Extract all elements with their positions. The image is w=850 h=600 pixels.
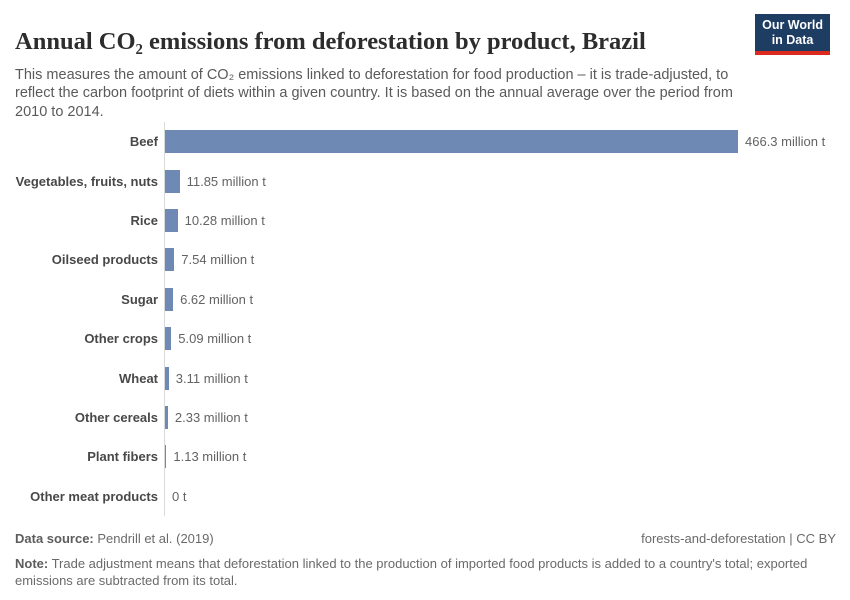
category-label: Beef xyxy=(129,134,158,150)
table-row: Other crops 5.09 million t xyxy=(15,318,836,359)
table-row: Sugar 6.62 million t xyxy=(15,279,836,319)
category-label: Sugar xyxy=(121,291,158,307)
bar-track: 5.09 million t xyxy=(164,318,836,359)
note-text: Trade adjustment means that deforestatio… xyxy=(15,556,808,588)
bar xyxy=(165,169,180,193)
note-label: Note: xyxy=(15,556,49,571)
chart-footer: Data source: Pendrill et al. (2019) fore… xyxy=(15,531,836,589)
bar-track: 10.28 million t xyxy=(164,200,836,241)
category-label: Rice xyxy=(130,212,158,228)
table-row: Plant fibers 1.13 million t xyxy=(15,437,836,477)
table-row: Vegetables, fruits, nuts 11.85 million t xyxy=(15,161,836,201)
table-row: Rice 10.28 million t xyxy=(15,200,836,241)
page-title: Annual CO₂ emissions from deforestation … xyxy=(15,28,646,56)
chart-subtitle: This measures the amount of CO₂ emission… xyxy=(15,66,733,120)
bar-track: 11.85 million t xyxy=(164,161,836,201)
bar-track: 466.3 million t xyxy=(164,122,836,162)
value-label: 3.11 million t xyxy=(175,370,248,386)
bar-track: 2.33 million t xyxy=(164,397,836,438)
bar xyxy=(165,208,178,232)
bar xyxy=(165,366,169,390)
bar-track: 3.11 million t xyxy=(164,358,836,398)
value-label: 1.13 million t xyxy=(173,449,247,465)
value-label: 11.85 million t xyxy=(186,173,266,189)
bar xyxy=(165,327,172,351)
category-label: Other crops xyxy=(84,331,158,347)
value-label: 6.62 million t xyxy=(180,291,254,307)
data-source-label: Data source: xyxy=(15,531,94,546)
data-source-value: Pendrill et al. (2019) xyxy=(93,531,214,546)
value-label: 0 t xyxy=(172,488,187,504)
bar-track: 0 t xyxy=(164,476,836,516)
category-label: Wheat xyxy=(119,370,158,386)
bar xyxy=(165,405,168,429)
table-row: Other cereals 2.33 million t xyxy=(15,397,836,438)
bar-rows: Beef 466.3 million t Vegetables, fruits, n… xyxy=(15,122,836,516)
attribution-link[interactable]: forests-and-deforestation | CC BY xyxy=(641,531,836,546)
table-row: Beef 466.3 million t xyxy=(15,122,836,162)
category-label: Plant fibers xyxy=(87,449,158,465)
category-label: Vegetables, fruits, nuts xyxy=(15,173,158,189)
bar-chart: Beef 466.3 million t Vegetables, fruits, n… xyxy=(15,122,836,516)
table-row: Other meat products 0 t xyxy=(15,476,836,516)
category-label: Other cereals xyxy=(74,409,158,425)
value-label: 7.54 million t xyxy=(181,252,255,268)
category-label: Other meat products xyxy=(30,488,158,504)
value-label: 466.3 million t xyxy=(745,134,826,150)
owid-logo[interactable]: Our World in Data xyxy=(755,14,830,55)
bar xyxy=(165,445,167,469)
bar xyxy=(165,130,738,154)
table-row: Oilseed products 7.54 million t xyxy=(15,240,836,280)
bar xyxy=(165,287,174,311)
footer-note: Note: Trade adjustment means that defore… xyxy=(15,555,837,589)
bar-track: 7.54 million t xyxy=(164,240,836,280)
table-row: Wheat 3.11 million t xyxy=(15,358,836,398)
data-source: Data source: Pendrill et al. (2019) xyxy=(15,531,214,546)
owid-logo-line2: in Data xyxy=(771,33,814,47)
bar-track: 6.62 million t xyxy=(164,279,836,319)
value-label: 10.28 million t xyxy=(184,212,265,228)
value-label: 2.33 million t xyxy=(174,409,248,425)
source-line: Data source: Pendrill et al. (2019) fore… xyxy=(15,531,836,546)
owid-logo-line1: Our World xyxy=(762,18,823,32)
value-label: 5.09 million t xyxy=(178,331,252,347)
category-label: Oilseed products xyxy=(51,252,158,268)
bar xyxy=(165,248,175,272)
bar-track: 1.13 million t xyxy=(164,437,836,477)
